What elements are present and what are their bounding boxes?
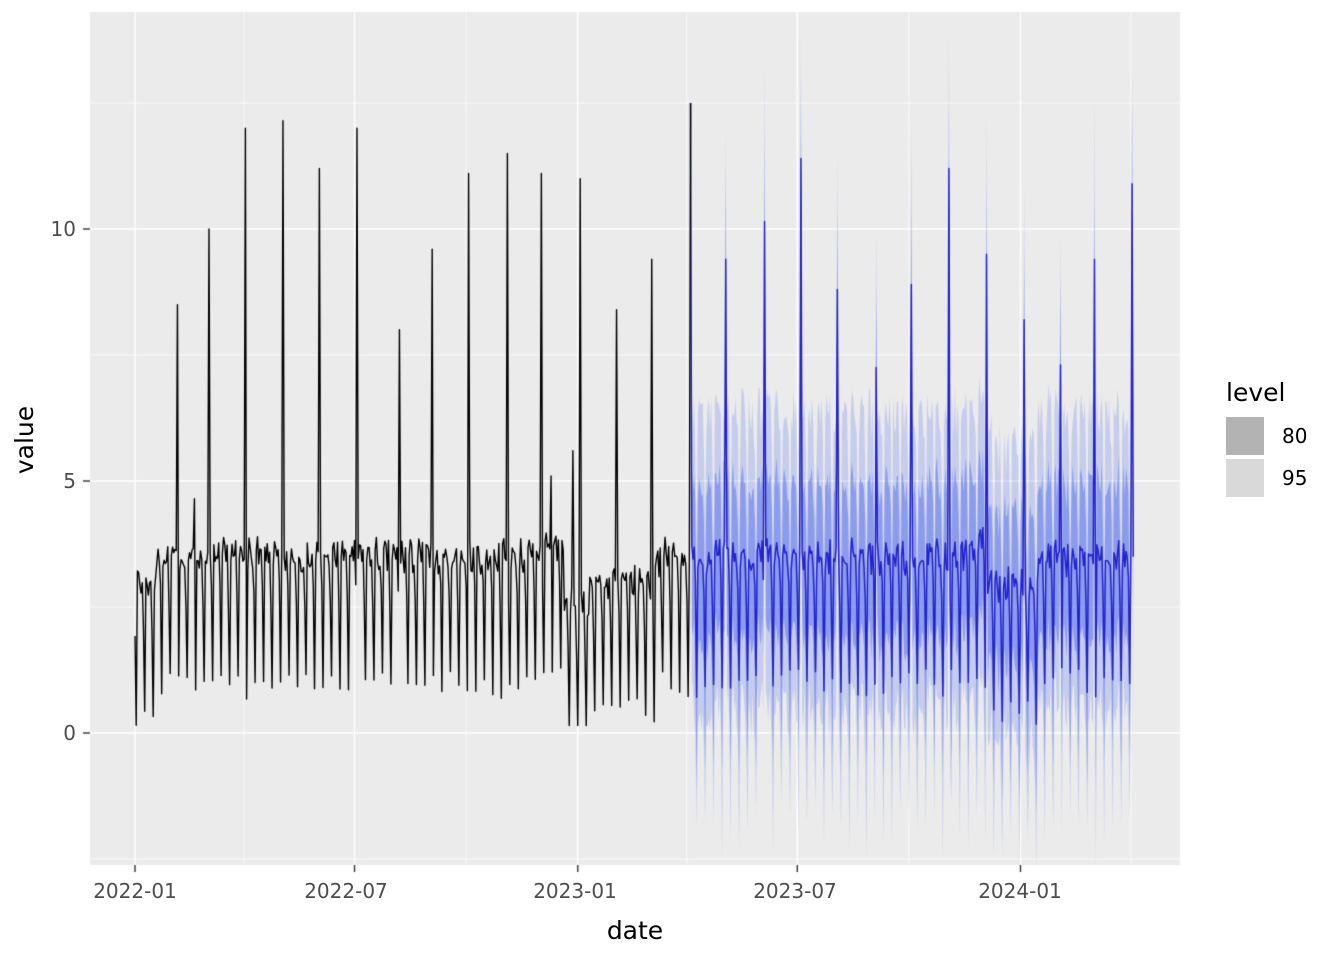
y-tick-label-10: 10 <box>50 217 76 241</box>
legend-entry-95: 95 <box>1226 459 1307 497</box>
legend-swatch-95-icon <box>1226 459 1264 497</box>
x-tick-label-2022-07: 2022-07 <box>304 879 388 903</box>
x-axis-title: date <box>606 916 664 945</box>
legend-label-95: 95 <box>1282 466 1308 490</box>
x-tick-label-2022-01: 2022-01 <box>93 879 177 903</box>
legend-entry-80: 80 <box>1226 417 1307 455</box>
y-tick-label-5: 5 <box>63 469 76 493</box>
x-tick-label-2024-01: 2024-01 <box>978 879 1062 903</box>
legend-title: level <box>1226 378 1286 407</box>
y-axis-title: value <box>10 405 39 475</box>
legend-label-80: 80 <box>1282 424 1308 448</box>
legend-swatch-80-icon <box>1226 417 1264 455</box>
x-tick-label-2023-07: 2023-07 <box>753 879 837 903</box>
x-tick-label-2023-01: 2023-01 <box>533 879 617 903</box>
y-tick-label-0: 0 <box>63 721 76 745</box>
